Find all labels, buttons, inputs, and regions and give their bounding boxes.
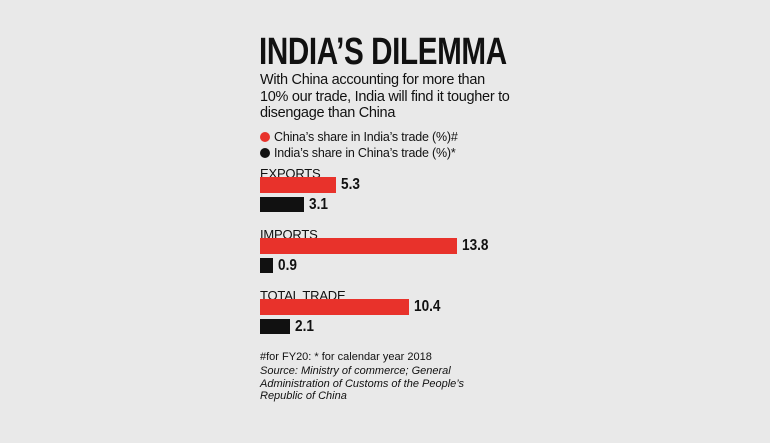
bar — [260, 238, 458, 254]
legend-item: China’s share in India’s trade (%)# — [260, 130, 458, 144]
value-label: 13.8 — [462, 237, 489, 254]
bar — [260, 177, 336, 193]
value-label: 3.1 — [309, 196, 329, 213]
value-label: 5.3 — [340, 176, 360, 193]
source-note: Source: Ministry of commerce; General Ad… — [260, 365, 465, 402]
bar — [260, 319, 291, 334]
legend-marker — [260, 148, 270, 158]
bar — [260, 258, 273, 273]
bar — [260, 197, 305, 212]
value-label: 0.9 — [277, 257, 297, 274]
bar — [260, 299, 409, 315]
legend-marker — [260, 132, 270, 142]
footnote: #for FY20: * for calendar year 2018 — [260, 351, 432, 363]
legend-item: India’s share in China’s trade (%)* — [260, 146, 456, 160]
legend-label: India’s share in China’s trade (%)* — [274, 146, 456, 160]
value-label: 2.1 — [295, 318, 314, 335]
chart-subtitle: With China accounting for more than 10% … — [260, 72, 510, 121]
chart-title: INDIA’S DILEMMA — [259, 31, 507, 73]
value-label: 10.4 — [413, 298, 441, 315]
legend-label: China’s share in India’s trade (%)# — [274, 130, 458, 144]
